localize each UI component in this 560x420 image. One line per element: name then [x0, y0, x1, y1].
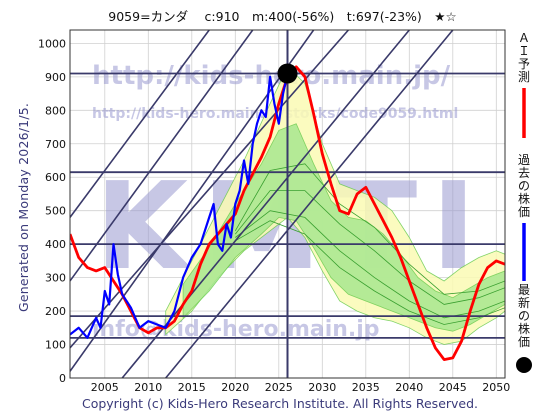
trend-line	[70, 30, 315, 372]
legend-label-char: 最	[518, 283, 530, 297]
legend-swatch	[516, 357, 532, 373]
series-line	[70, 73, 289, 339]
x-tick-label: 2025	[265, 381, 293, 394]
chart-title: 9059=カンダ c:910 m:400(-56%) t:697(-23%) ★…	[108, 9, 457, 24]
trend-lines	[70, 30, 454, 378]
y-tick-label: 100	[45, 339, 66, 352]
y-tick-label: 1000	[38, 37, 66, 50]
legend-label-char: 測	[518, 70, 530, 84]
legend-label-char: の	[518, 309, 530, 323]
legend-label-char: 株	[518, 321, 530, 336]
trend-line	[70, 30, 254, 282]
legend-label-char: 新	[518, 295, 530, 310]
x-tick-label: 2050	[482, 381, 510, 394]
x-axis-ticks: 2005 2010 2015 2020 2025 2030 2035 2040 2045 2050	[91, 381, 510, 394]
legend-label-char: Ａ	[518, 31, 530, 45]
y-tick-label: 900	[45, 71, 66, 84]
projection-line	[234, 190, 505, 305]
x-tick-label: 2035	[352, 381, 380, 394]
plot-frame	[69, 29, 506, 379]
projection-line	[235, 210, 505, 319]
y-tick-label: 0	[59, 372, 66, 385]
x-tick-label: 2005	[91, 381, 119, 394]
projection-line	[234, 163, 505, 295]
current-price-marker-layer	[277, 63, 298, 84]
current-price-marker	[277, 63, 298, 84]
legend-label-char: 価	[518, 205, 530, 219]
y-tick-label: 600	[45, 171, 66, 184]
y-tick-label: 300	[45, 272, 66, 285]
y-tick-label: 400	[45, 238, 66, 251]
copyright-footer: Copyright (c) Kids-Hero Research Institu…	[81, 396, 479, 411]
trend-line	[70, 30, 210, 218]
legend-label-char: Ｉ	[518, 44, 530, 58]
x-tick-label: 2010	[134, 381, 162, 394]
x-tick-label: 2045	[439, 381, 467, 394]
legend-label-char: 価	[518, 335, 530, 349]
trend-line	[70, 30, 350, 349]
y-tick-label: 500	[45, 205, 66, 218]
legend-label-char: の	[518, 179, 530, 193]
legend-label-char: 過	[518, 153, 530, 167]
legend-label-char: 去	[518, 166, 530, 180]
x-tick-label: 2030	[308, 381, 336, 394]
y-tick-label: 200	[45, 305, 66, 318]
legend-label-char: 予	[518, 57, 530, 71]
legend-label-char: 株	[518, 191, 530, 206]
x-tick-label: 2015	[178, 381, 206, 394]
x-tick-label: 2040	[395, 381, 423, 394]
x-tick-label: 2020	[221, 381, 249, 394]
y-tick-label: 700	[45, 138, 66, 151]
y-tick-label: 800	[45, 104, 66, 117]
trend-line	[165, 30, 454, 378]
y-axis-ticks: 0 100 200 300 400 500 600 700 800 900 1000	[38, 37, 66, 385]
